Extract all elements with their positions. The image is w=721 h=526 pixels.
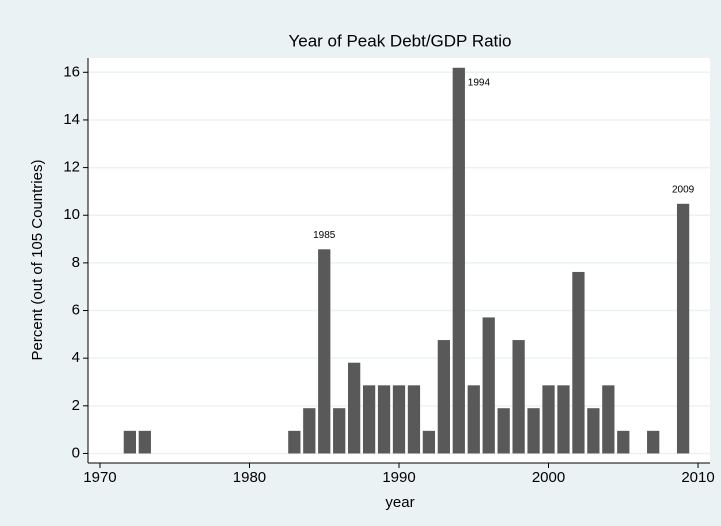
bar	[467, 385, 480, 454]
bar	[602, 385, 615, 454]
bar	[392, 385, 406, 454]
y-tick-label: 14	[63, 111, 80, 128]
annotation: 1985	[313, 230, 336, 241]
bar	[318, 249, 331, 454]
y-tick-label: 8	[72, 254, 80, 271]
x-tick-label: 1970	[83, 469, 116, 486]
bar	[617, 430, 630, 454]
y-axis-label: Percent (out of 105 Countries)	[29, 160, 46, 361]
bar	[482, 317, 495, 454]
bar	[362, 385, 376, 454]
x-tick-label: 1990	[382, 469, 415, 486]
bar	[407, 385, 421, 454]
bar	[333, 408, 346, 454]
bar	[437, 340, 450, 454]
y-tick-label: 2	[72, 397, 80, 414]
bar	[647, 430, 660, 454]
bar	[676, 203, 690, 454]
y-tick-label: 4	[72, 349, 80, 366]
bar	[123, 430, 136, 454]
y-tick-label: 10	[63, 206, 80, 223]
y-tick-label: 16	[63, 63, 80, 80]
x-tick-label: 2000	[532, 469, 565, 486]
bar	[557, 385, 570, 454]
bar	[452, 67, 465, 454]
bar	[497, 408, 510, 454]
y-tick-label: 0	[72, 444, 80, 461]
bar	[138, 430, 151, 454]
x-tick-label: 2010	[681, 469, 714, 486]
bar	[377, 385, 391, 454]
bar	[288, 430, 301, 454]
bar	[572, 271, 585, 454]
chart-title: Year of Peak Debt/GDP Ratio	[288, 31, 511, 50]
x-tick-label: 1980	[233, 469, 266, 486]
y-tick-label: 12	[63, 159, 80, 176]
annotation: 1994	[468, 77, 491, 88]
bar	[348, 362, 361, 454]
bar	[512, 340, 525, 454]
x-axis-label: year	[385, 494, 414, 511]
annotation: 2009	[672, 184, 695, 195]
y-tick-label: 6	[72, 301, 80, 318]
bar	[527, 408, 540, 454]
bar	[587, 408, 600, 454]
bar	[303, 408, 316, 454]
bar	[422, 430, 436, 454]
bar	[542, 385, 555, 454]
